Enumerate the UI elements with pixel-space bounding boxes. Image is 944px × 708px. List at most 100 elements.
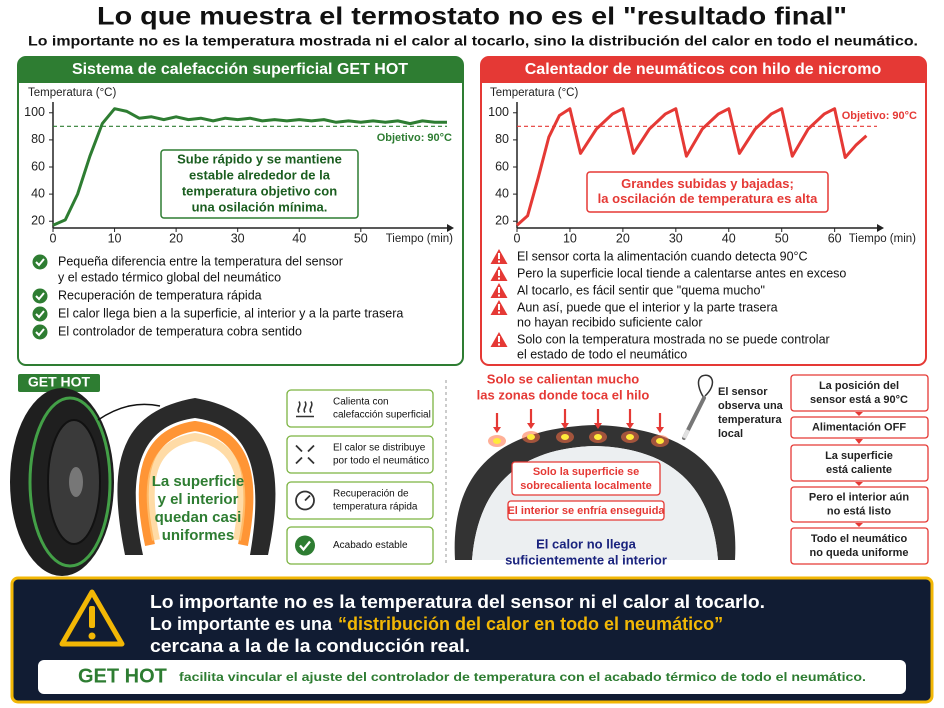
feature-text: calefacción superficial (333, 410, 431, 421)
banner-line: cercana a la de la conducción real. (150, 636, 470, 656)
x-tick-label: 60 (828, 231, 842, 245)
connector (97, 403, 161, 421)
heat-arrow-head (527, 423, 535, 429)
feature-icon-needle (304, 494, 311, 502)
bullet-text: Pero la superficie local tiende a calent… (517, 266, 846, 280)
feature-icon (295, 535, 315, 556)
bullet-text: El controlador de temperatura cobra sent… (58, 324, 302, 338)
center-text: y el interior (158, 491, 239, 508)
y-tick-label: 100 (488, 105, 509, 119)
flow-arrow (855, 439, 863, 444)
annotation: Grandes subidas y bajadas; (621, 176, 794, 191)
flow-text: Pero el interior aún (809, 491, 910, 503)
feature-text: Recuperación de (333, 489, 409, 500)
check-mark (35, 328, 45, 337)
y-tick-label: 80 (495, 132, 509, 146)
annotation-box (586, 171, 829, 213)
surface-note: Solo la superficie se (533, 466, 639, 478)
flow-text: Todo el neumático (811, 533, 908, 545)
panel-header (481, 57, 926, 83)
flow-box (790, 374, 929, 412)
bullet-text: Recuperación de temperatura rápida (58, 288, 262, 302)
flow-text: La posición del (819, 380, 899, 392)
warning-mark (498, 304, 500, 310)
cross-section (454, 425, 736, 560)
panel-title: Sistema de calefacción superficial GET H… (72, 61, 408, 78)
check-mark (35, 258, 45, 267)
y-tick-label: 40 (31, 186, 45, 200)
check-mark (35, 310, 45, 319)
feature-text: Calienta con (333, 397, 389, 408)
feature-box (286, 526, 434, 565)
hot-spot (561, 434, 569, 440)
bottom-note: El calor no llega (536, 536, 636, 551)
sensor-note: observa una (718, 400, 784, 412)
tire-stripe (28, 396, 112, 568)
center-text: uniformes (162, 527, 235, 544)
axis-arrow (447, 224, 454, 232)
flow-box (790, 444, 929, 482)
warning-mark (498, 336, 500, 342)
feature-icon-mark (299, 540, 311, 552)
bullet-text: El calor llega bien a la superficie, al … (58, 306, 403, 320)
note-box (507, 500, 665, 521)
y-tick-label: 80 (31, 132, 45, 146)
annotation: una osilación mínima. (192, 199, 328, 214)
heat-arrow-head (594, 423, 602, 429)
hot-spot (527, 434, 535, 440)
feature-text: temperatura rápida (333, 502, 418, 513)
annotation: temperatura objetivo con (182, 183, 337, 198)
panel-header (18, 57, 463, 83)
feature-text: El calor se distribuye (333, 443, 426, 454)
bullet-text: el estado de todo el neumático (517, 347, 687, 361)
flow-arrow (855, 482, 863, 486)
flow-box (790, 486, 929, 523)
bullet-text: Pequeña diferencia entre la temperatura … (58, 254, 343, 268)
x-tick-label: 0 (50, 231, 57, 245)
check-icon (32, 306, 48, 322)
y-tick-label: 100 (24, 105, 45, 119)
data-line (515, 107, 868, 227)
heat-note: Solo se calientan mucho (487, 371, 639, 386)
warning-dot (498, 277, 500, 280)
feature-box (286, 481, 434, 520)
feature-icon (295, 444, 315, 465)
x-tick-label: 20 (169, 231, 183, 245)
warning-mark (498, 287, 500, 293)
x-tick-label: 0 (514, 231, 521, 245)
x-tick-label: 20 (616, 231, 630, 245)
bullet-text: El sensor corta la alimentación cuando d… (517, 249, 808, 263)
bullet-text: Aun así, puede que el interior y la part… (517, 300, 778, 314)
x-tick-label: 50 (354, 231, 368, 245)
y-axis-label: Temperatura (°C) (490, 87, 578, 99)
x-axis-label: Tiempo (min) (386, 233, 453, 245)
flow-text: sensor está a 90°C (810, 394, 908, 406)
flow-text: no está listo (827, 505, 891, 517)
x-tick-label: 10 (563, 231, 577, 245)
flow-box (790, 527, 929, 565)
annotation: Sube rápido y se mantiene (177, 151, 342, 166)
feature-box (286, 389, 434, 428)
page-subtitle: Lo importante no es la temperatura mostr… (28, 34, 918, 49)
check-icon (32, 324, 48, 340)
target-label: Objetivo: 90°C (377, 132, 452, 144)
flow-text: está caliente (826, 464, 892, 476)
check-icon (32, 288, 48, 304)
heat-arrow-head (626, 423, 634, 429)
badge (18, 374, 100, 392)
center-text: La superficie (152, 473, 245, 490)
x-tick-label: 50 (775, 231, 789, 245)
page-title: Lo que muestra el termostato no es el "r… (97, 3, 847, 31)
flow-arrow (855, 412, 863, 416)
check-mark (35, 292, 45, 301)
flow-text: no queda uniforme (810, 547, 909, 559)
center-text: quedan casi (155, 509, 242, 526)
sensor-note: El sensor (718, 386, 768, 398)
warning-dot (498, 311, 500, 314)
x-tick-label: 30 (231, 231, 245, 245)
hub (69, 467, 83, 497)
feature-icon (296, 401, 314, 418)
annotation: estable alrededor de la (189, 167, 331, 182)
sensor-tip (682, 429, 690, 439)
heat-note: las zonas donde toca el hilo (477, 387, 650, 402)
